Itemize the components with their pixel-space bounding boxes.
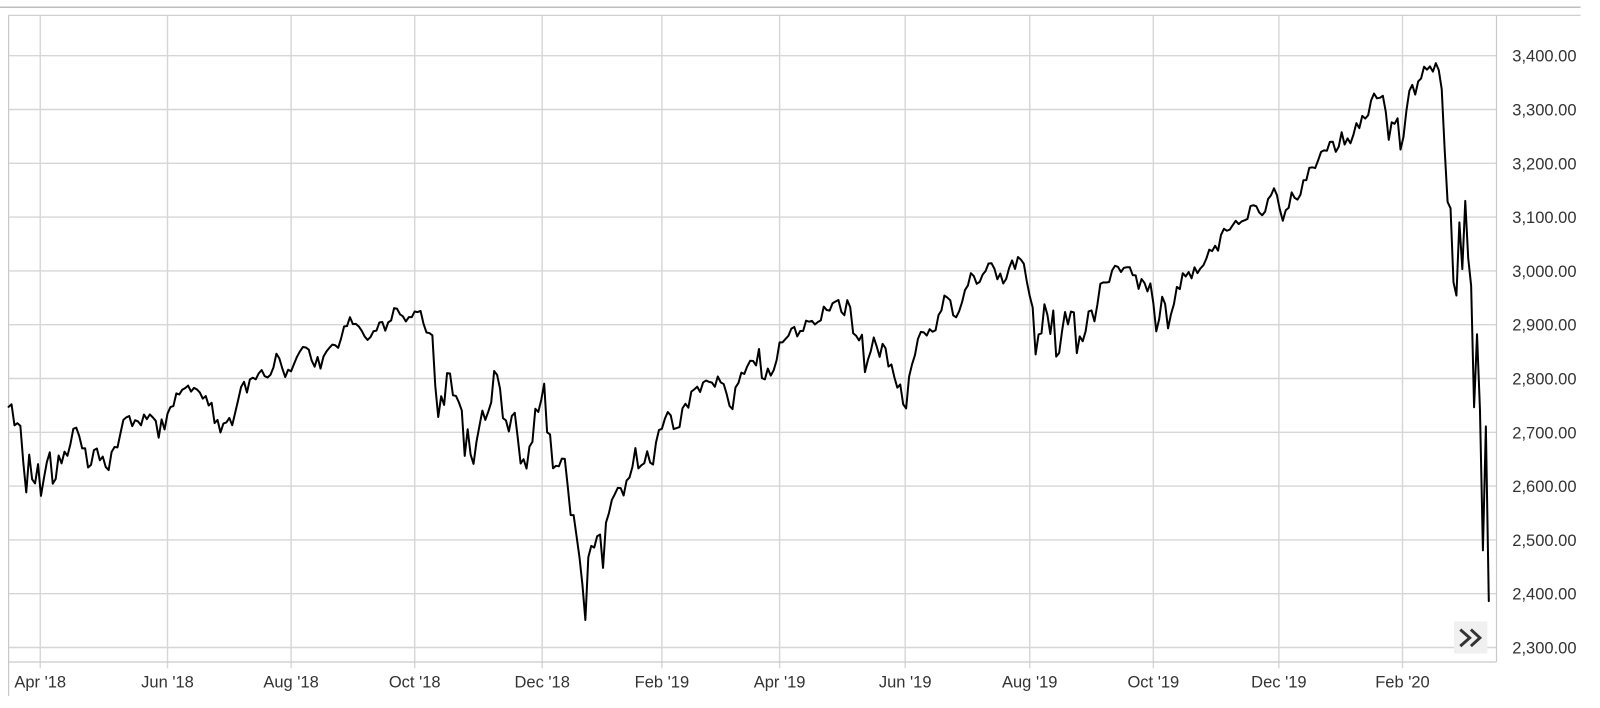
svg-text:Oct '18: Oct '18 bbox=[389, 674, 441, 692]
svg-text:Feb '20: Feb '20 bbox=[1375, 674, 1430, 692]
svg-text:2,300.00: 2,300.00 bbox=[1512, 640, 1576, 658]
svg-text:Dec '18: Dec '18 bbox=[514, 674, 569, 692]
svg-text:Jun '18: Jun '18 bbox=[141, 674, 194, 692]
svg-text:Oct '19: Oct '19 bbox=[1127, 674, 1179, 692]
svg-text:Apr '19: Apr '19 bbox=[754, 674, 806, 692]
svg-text:Aug '19: Aug '19 bbox=[1002, 674, 1057, 692]
svg-text:Aug '18: Aug '18 bbox=[263, 674, 318, 692]
svg-text:2,800.00: 2,800.00 bbox=[1512, 371, 1576, 389]
svg-text:2,500.00: 2,500.00 bbox=[1512, 532, 1576, 550]
svg-text:3,100.00: 3,100.00 bbox=[1512, 209, 1576, 227]
svg-text:Apr '18: Apr '18 bbox=[14, 674, 66, 692]
svg-text:Feb '19: Feb '19 bbox=[635, 674, 690, 692]
svg-text:3,400.00: 3,400.00 bbox=[1512, 48, 1576, 66]
svg-text:Dec '19: Dec '19 bbox=[1251, 674, 1306, 692]
svg-text:2,600.00: 2,600.00 bbox=[1512, 478, 1576, 496]
svg-text:3,300.00: 3,300.00 bbox=[1512, 102, 1576, 120]
svg-text:Jun '19: Jun '19 bbox=[879, 674, 932, 692]
svg-text:3,000.00: 3,000.00 bbox=[1512, 263, 1576, 281]
svg-text:3,200.00: 3,200.00 bbox=[1512, 155, 1576, 173]
svg-text:2,400.00: 2,400.00 bbox=[1512, 586, 1576, 604]
svg-text:2,700.00: 2,700.00 bbox=[1512, 424, 1576, 442]
svg-text:2,900.00: 2,900.00 bbox=[1512, 317, 1576, 335]
